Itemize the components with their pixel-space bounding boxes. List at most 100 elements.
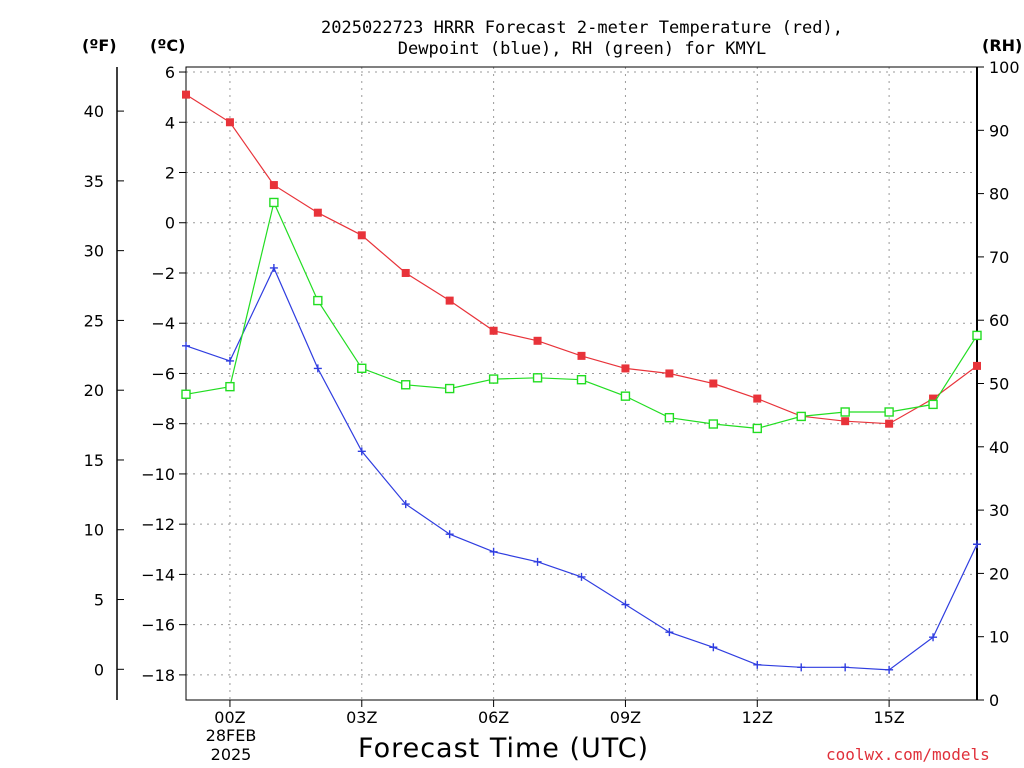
rh-tick-label: 60 [989, 311, 1009, 330]
rh-point [708, 419, 719, 429]
rh-point [269, 197, 279, 208]
celsius-axis-unit: (ºC) [150, 36, 186, 55]
dewpoint-series [182, 263, 981, 674]
rh-tick-label: 10 [989, 628, 1009, 647]
x-tick-label: 00Z [214, 708, 245, 727]
dewpoint-point [709, 643, 718, 652]
rh-axis-unit: (RH) [982, 36, 1023, 55]
temperature-point [621, 364, 630, 373]
date-label-year: 2025 [210, 745, 252, 764]
dewpoint-point [929, 633, 938, 642]
x-tick-label: 12Z [742, 708, 773, 727]
dewpoint-point [313, 364, 322, 373]
temperature-point [973, 361, 981, 370]
fahrenheit-tick-label: 0 [94, 660, 104, 679]
x-tick-label: 06Z [478, 708, 509, 727]
rh-point [313, 295, 323, 306]
rh-tick-label: 90 [989, 121, 1009, 140]
celsius-tick-label: −14 [141, 565, 175, 584]
rh-point [796, 411, 806, 422]
celsius-tick-label: −12 [141, 515, 175, 534]
fahrenheit-tick-label: 25 [84, 311, 104, 330]
temperature-point [445, 296, 454, 305]
data-series [181, 90, 982, 674]
fahrenheit-tick-label: 5 [94, 591, 104, 610]
rh-point [752, 423, 762, 434]
celsius-tick-label: 0 [165, 214, 175, 233]
dewpoint-point [445, 530, 454, 539]
celsius-tick-label: −16 [141, 616, 175, 635]
celsius-tick-label: 6 [165, 63, 175, 82]
dewpoint-point [533, 557, 542, 566]
fahrenheit-tick-label: 30 [84, 242, 104, 261]
x-tick-label: 09Z [610, 708, 641, 727]
celsius-tick-label: −10 [141, 465, 175, 484]
dewpoint-point [577, 572, 586, 581]
dewpoint-point [182, 341, 190, 350]
fahrenheit-tick-label: 20 [84, 381, 104, 400]
rh-point [928, 399, 938, 410]
credit-text: coolwx.com/models [826, 745, 990, 764]
dewpoint-point [797, 663, 806, 672]
celsius-tick-label: −4 [151, 314, 175, 333]
temperature-point [577, 351, 586, 360]
dewpoint-point [665, 628, 674, 637]
dewpoint-point [401, 500, 410, 509]
dewpoint-point [621, 600, 630, 609]
rh-tick-label: 40 [989, 438, 1009, 457]
temperature-line [185, 94, 978, 425]
fahrenheit-tick-label: 35 [84, 172, 104, 191]
rh-tick-label: 20 [989, 564, 1009, 583]
temperature-point [709, 379, 718, 388]
temperature-point [885, 419, 894, 428]
temperature-point [401, 268, 410, 277]
dewpoint-point [973, 540, 981, 549]
x-axis-label: Forecast Time (UTC) [358, 733, 650, 764]
rh-point [444, 383, 455, 394]
rh-tick-label: 70 [989, 248, 1009, 267]
temperature-point [269, 181, 278, 190]
rh-tick-label: 100 [989, 58, 1020, 77]
temperature-point [489, 326, 498, 335]
temperature-point [841, 417, 850, 426]
temperature-point [357, 231, 366, 240]
axis-ticks: 00Z 03Z 06Z 09Z 12Z 15Z6420−2−4−6−8−10−12−14−… [84, 58, 1020, 727]
fahrenheit-axis-unit: (ºF) [82, 36, 117, 55]
fahrenheit-tick-label: 40 [84, 102, 104, 121]
rh-point [488, 374, 499, 384]
dewpoint-point [885, 665, 894, 674]
x-tick-label: 03Z [346, 708, 377, 727]
rh-tick-label: 0 [989, 691, 999, 710]
rh-point [972, 330, 982, 341]
fahrenheit-tick-label: 15 [84, 451, 104, 470]
celsius-tick-label: −8 [151, 415, 175, 434]
rh-point [532, 373, 543, 383]
rh-line [185, 200, 978, 430]
dewpoint-point [753, 660, 762, 669]
celsius-tick-label: −2 [151, 264, 175, 283]
temperature-point [533, 336, 542, 345]
celsius-tick-label: 2 [165, 164, 175, 183]
date-label-day: 28FEB [205, 726, 257, 745]
dewpoint-point [225, 356, 234, 365]
celsius-tick-label: 4 [165, 113, 175, 132]
dewpoint-point [841, 663, 850, 672]
x-tick-label: 15Z [873, 708, 904, 727]
temperature-point [182, 90, 190, 99]
rh-tick-label: 30 [989, 501, 1009, 520]
dewpoint-line [185, 266, 978, 671]
rh-series [181, 197, 982, 434]
rh-point [357, 363, 367, 374]
rh-point [620, 391, 631, 401]
rh-point [401, 380, 411, 390]
temperature-point [753, 394, 762, 403]
rh-point [576, 375, 587, 385]
temperature-point [929, 394, 938, 403]
dewpoint-point [357, 447, 366, 456]
rh-point [664, 412, 675, 423]
dewpoint-point [269, 263, 278, 272]
temperature-point [225, 118, 234, 127]
rh-point [840, 407, 850, 417]
temperature-point [665, 369, 674, 378]
